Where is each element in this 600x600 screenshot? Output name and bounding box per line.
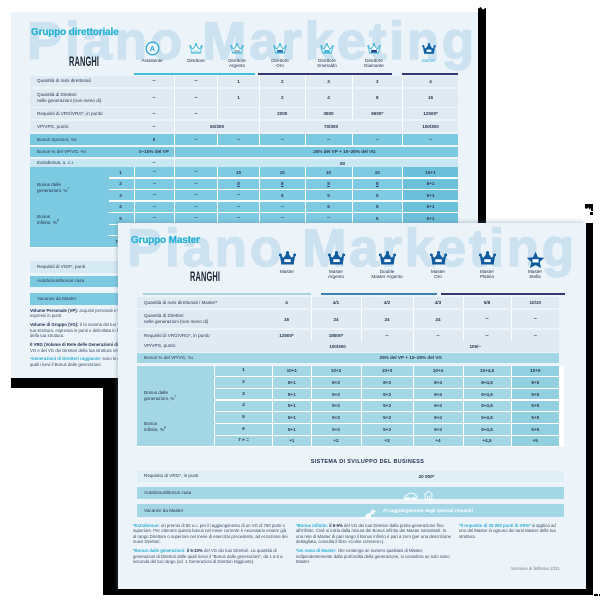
svg-text:A: A: [149, 44, 155, 53]
